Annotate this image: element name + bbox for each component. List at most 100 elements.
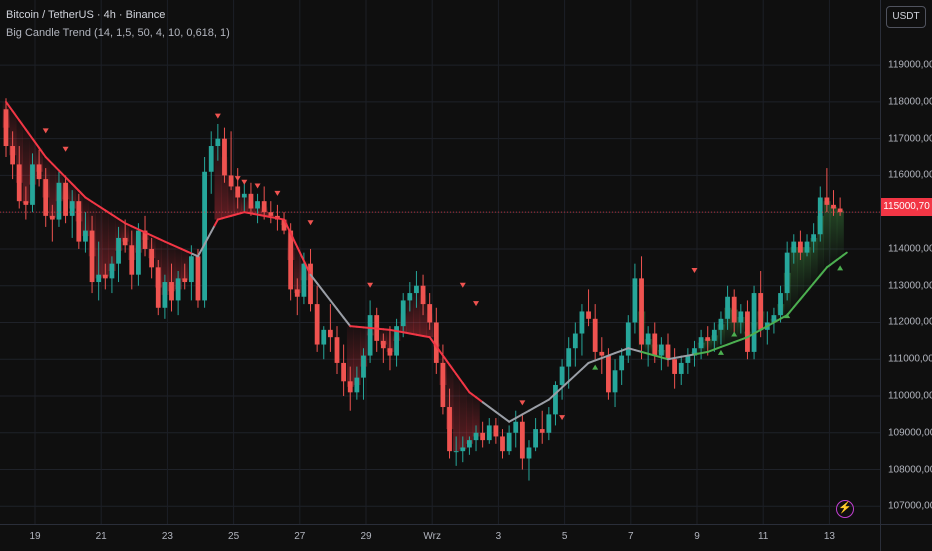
price-tick-label: 112000,00: [888, 316, 932, 328]
price-tick-label: 107000,00: [888, 500, 932, 512]
trend-line-segment: [700, 350, 709, 355]
trend-line-segment: [174, 245, 183, 250]
candle-body: [692, 348, 697, 356]
candle-body: [162, 282, 168, 308]
trend-line-segment: [210, 224, 216, 233]
price-tick-label: 114000,00: [888, 243, 932, 255]
trend-line-segment: [130, 225, 140, 231]
candle-body: [414, 285, 419, 294]
candle-body: [215, 138, 221, 147]
trend-line-segment: [620, 347, 630, 352]
trend-line-segment: [792, 298, 802, 309]
trend-line-segment: [759, 325, 769, 331]
candle-body: [798, 241, 803, 253]
candle-body: [380, 340, 386, 349]
candle-body: [334, 337, 340, 363]
trend-line-segment: [534, 402, 544, 409]
candle-body: [241, 193, 247, 198]
trend-line-segment: [77, 189, 87, 199]
trend-line-segment: [375, 327, 385, 331]
trend-line-segment: [806, 282, 815, 293]
price-tick-label: 116000,00: [888, 169, 932, 181]
candle-body: [500, 436, 505, 452]
candlestick-chart[interactable]: [0, 0, 880, 524]
trend-fill: [797, 247, 805, 300]
candle-body: [367, 315, 373, 356]
buy-signal-triangle: [837, 265, 844, 271]
trend-line-segment: [18, 119, 27, 131]
candle-body: [321, 329, 327, 345]
candle-body: [109, 263, 115, 279]
trend-line-segment: [157, 237, 166, 243]
buy-signal-triangle: [717, 349, 724, 355]
trend-line-segment: [812, 274, 822, 285]
candle-body: [665, 344, 671, 360]
candle-body: [281, 219, 287, 231]
trend-line-segment: [382, 328, 391, 331]
trend-line-segment: [521, 409, 530, 416]
candle-body: [440, 362, 446, 408]
trend-line-segment: [554, 386, 564, 395]
trend-line-segment: [772, 317, 782, 324]
trend-line-segment: [541, 398, 550, 405]
trend-line-segment: [713, 345, 722, 351]
trend-fill: [108, 214, 116, 272]
candle-body: [347, 381, 353, 393]
trend-line-segment: [395, 330, 405, 334]
trend-line-segment: [706, 348, 716, 353]
chart-area[interactable]: [0, 0, 880, 524]
trend-line-segment: [263, 214, 272, 219]
trend-line-segment: [653, 354, 663, 359]
trend-line-segment: [322, 290, 332, 302]
trend-line-segment: [786, 306, 795, 317]
trend-fill: [452, 373, 460, 452]
trend-line-segment: [97, 205, 107, 212]
sell-signal-triangle: [214, 113, 221, 119]
candle-body: [579, 311, 585, 334]
trend-line-segment: [733, 338, 742, 344]
candle-body: [155, 267, 161, 308]
trend-fill: [472, 397, 480, 437]
time-axis[interactable]: [0, 524, 880, 551]
trend-fill: [346, 326, 354, 387]
candle-body: [811, 234, 817, 242]
candle-body: [486, 425, 492, 441]
trend-line-segment: [24, 128, 34, 140]
trend-fill: [459, 383, 467, 450]
candle-body: [658, 344, 664, 356]
trend-line-segment: [422, 334, 431, 339]
trend-fill: [419, 294, 427, 336]
trend-line-segment: [300, 255, 308, 267]
trend-line-segment: [309, 273, 319, 285]
trend-line-segment: [468, 391, 478, 399]
lightning-icon[interactable]: ⚡: [836, 500, 854, 518]
time-tick-label: 19: [29, 531, 41, 542]
sell-signal-triangle: [559, 415, 566, 421]
trend-line-segment: [191, 252, 199, 258]
indicator-label[interactable]: Big Candle Trend (14, 1,5, 50, 4, 10, 0,…: [6, 27, 230, 39]
trend-line-segment: [342, 316, 352, 328]
time-tick-label: 25: [228, 531, 240, 542]
trend-line-segment: [51, 162, 60, 172]
currency-button[interactable]: USDT: [886, 6, 926, 28]
candle-body: [784, 252, 790, 294]
trend-line-segment: [163, 240, 172, 246]
time-tick-label: 11: [757, 531, 769, 542]
price-axis[interactable]: [880, 0, 932, 524]
candle-body: [43, 179, 49, 216]
trend-fill: [830, 206, 838, 263]
candle-body: [460, 447, 466, 452]
time-tick-label: 23: [161, 531, 173, 542]
candle-body: [433, 322, 439, 363]
candle-body: [327, 329, 333, 338]
sell-signal-triangle: [691, 268, 698, 274]
candle-body: [116, 237, 121, 264]
trend-line-segment: [206, 230, 213, 239]
time-tick-label: 3: [495, 531, 502, 542]
trend-line-segment: [686, 353, 696, 357]
trend-line-segment: [799, 290, 809, 301]
symbol-title[interactable]: Bitcoin / TetherUS · 4h · Binance: [6, 9, 166, 21]
trend-line-segment: [819, 266, 828, 277]
candle-body: [493, 425, 499, 437]
trend-line-segment: [213, 218, 219, 227]
